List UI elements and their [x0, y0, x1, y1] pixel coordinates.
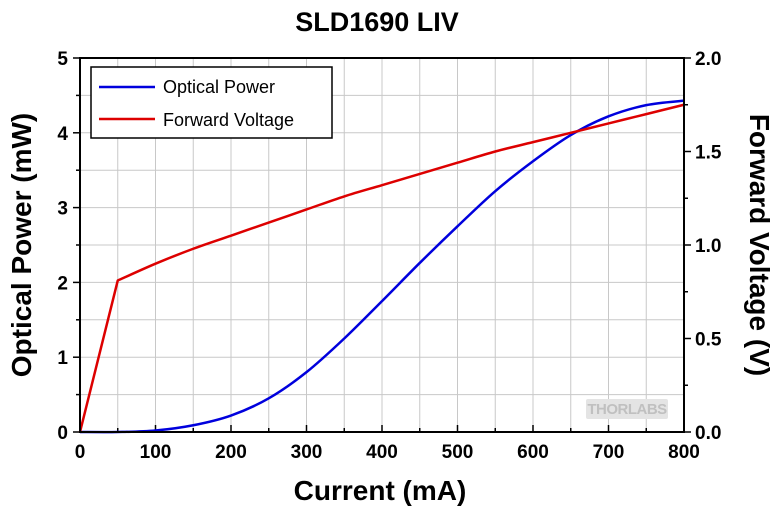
y-tick-label: 2 [57, 273, 68, 294]
y-axis-label: Optical Power (mW) [6, 113, 37, 377]
x-tick-label: 300 [291, 442, 323, 463]
x-tick-label: 700 [593, 442, 625, 463]
legend-box [90, 66, 333, 139]
x-tick-label: 100 [140, 442, 172, 463]
y2-tick-label: 0.5 [695, 330, 722, 351]
plot-frame [79, 57, 685, 433]
y-tick-label: 5 [57, 49, 68, 70]
x-tick-label: 800 [668, 442, 700, 463]
x-tick-label: 400 [366, 442, 398, 463]
legend-label-forward-voltage: Forward Voltage [163, 110, 294, 130]
y2-tick-label: 1.5 [695, 143, 722, 164]
y2-tick-label: 0.0 [695, 423, 721, 444]
chart-title: SLD1690 LIV [295, 7, 459, 37]
y-tick-label: 1 [57, 348, 68, 369]
series-layer [78, 99, 685, 434]
legend-label-optical-power: Optical Power [163, 77, 275, 97]
x-tick-label: 200 [215, 442, 247, 463]
legend: Optical Power Forward Voltage [90, 66, 333, 139]
x-tick-label: 500 [442, 442, 474, 463]
y2-tick-label: 1.0 [695, 236, 721, 257]
thorlabs-logo-text: THORLABS [587, 401, 667, 418]
y-tick-label: 3 [57, 199, 68, 220]
tick-labels: 0 100 200 300 400 500 600 700 800 0 1 2 3 4 5 0.0 0.5 1.0… [57, 49, 721, 463]
x-axis-label: Current (mA) [294, 475, 467, 506]
y-tick-label: 4 [57, 124, 68, 145]
series-line-forward-voltage [78, 103, 685, 433]
x-tick-label: 600 [517, 442, 549, 463]
y2-axis-label: Forward Voltage (V) [744, 114, 775, 376]
x-tick-label: 0 [75, 442, 86, 463]
thorlabs-logo: THORLABS [586, 399, 668, 419]
y2-tick-label: 2.0 [695, 49, 721, 70]
y-tick-label: 0 [57, 423, 68, 444]
